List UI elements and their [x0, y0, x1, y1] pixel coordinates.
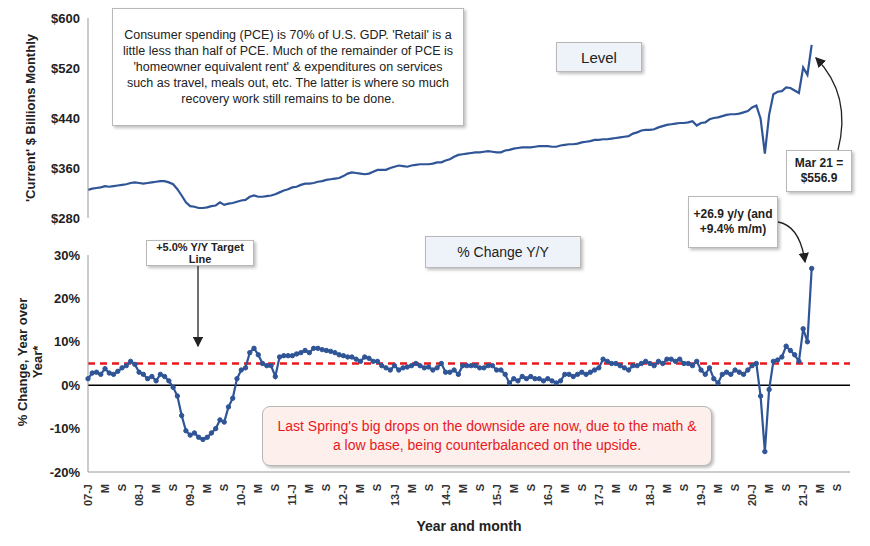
svg-text:M: M [99, 484, 111, 493]
svg-text:S: S [831, 484, 843, 491]
html-text:Consumer spending (PCE) is 70%: Consumer spending (PCE) is 70% of U.S. G… [123, 28, 453, 106]
svg-text:M: M [814, 484, 826, 493]
svg-text:16-J: 16-J [542, 484, 554, 506]
html-text:Last Spring's big drops on the: Last Spring's big drops on the downside … [277, 418, 697, 453]
svg-text:S: S [729, 484, 741, 491]
svg-text:07-J: 07-J [82, 484, 94, 506]
svg-text:M: M [303, 484, 315, 493]
svg-text:$440: $440 [51, 111, 80, 126]
svg-text:M: M [457, 484, 469, 493]
svg-text:M: M [508, 484, 520, 493]
svg-text:M: M [661, 484, 673, 493]
svg-text:M: M [252, 484, 264, 493]
svg-text:$360: $360 [51, 161, 80, 176]
svg-text:S: S [678, 484, 690, 491]
svg-text:S: S [423, 484, 435, 491]
svg-text:17-J: 17-J [593, 484, 605, 506]
svg-text:S: S [371, 484, 383, 491]
html-text:Mar 21 = $556.9: Mar 21 = $556.9 [794, 156, 844, 185]
svg-text:$520: $520 [51, 61, 80, 76]
svg-text:M: M [610, 484, 622, 493]
svg-text:$600: $600 [51, 11, 80, 26]
svg-text:S: S [116, 484, 128, 491]
svg-text:S: S [218, 484, 230, 491]
svg-text:M: M [354, 484, 366, 493]
svg-text:30%: 30% [54, 248, 80, 263]
svg-text:M: M [559, 484, 571, 493]
svg-text:20%: 20% [54, 291, 80, 306]
html-text:+5.0% Y/Y Target Line: +5.0% Y/Y Target Line [156, 241, 244, 265]
svg-text:18-J: 18-J [644, 484, 656, 506]
svg-text:S: S [167, 484, 179, 491]
html-text:+26.9 y/y (and +9.4% m/m): +26.9 y/y (and +9.4% m/m) [693, 207, 773, 236]
html-text:Year and month: Year and month [416, 518, 522, 534]
svg-text:10%: 10% [54, 334, 80, 349]
svg-text:S: S [525, 484, 537, 491]
html-text:% Change Y/Y: % Change Y/Y [457, 244, 549, 260]
svg-text:10-J: 10-J [235, 484, 247, 506]
svg-text:14-J: 14-J [440, 484, 452, 506]
svg-text:S: S [474, 484, 486, 491]
svg-text:S: S [780, 484, 792, 491]
svg-text:-10%: -10% [50, 421, 81, 436]
svg-text:21-J: 21-J [797, 484, 809, 506]
svg-text:S: S [576, 484, 588, 491]
svg-text:11-J: 11-J [286, 484, 298, 505]
svg-text:S: S [320, 484, 332, 491]
svg-text:-20%: -20% [50, 465, 81, 480]
svg-text:S: S [627, 484, 639, 491]
svg-text:$280: $280 [51, 211, 80, 226]
svg-text:M: M [201, 484, 213, 493]
svg-text:20-J: 20-J [746, 484, 758, 506]
svg-text:15-J: 15-J [491, 484, 503, 506]
svg-text:M: M [763, 484, 775, 493]
html-text:Level: Level [581, 48, 617, 66]
svg-text:M: M [712, 484, 724, 493]
html-text:% Change, Year over Year*: % Change, Year over Year* [15, 297, 45, 427]
html-text:'Current' $ Billions Monthly: 'Current' $ Billions Monthly [22, 34, 38, 202]
svg-text:12-J: 12-J [337, 484, 349, 506]
svg-text:19-J: 19-J [695, 484, 707, 506]
svg-text:M: M [150, 484, 162, 493]
svg-text:13-J: 13-J [389, 484, 401, 506]
svg-text:0%: 0% [61, 378, 80, 393]
svg-text:M: M [406, 484, 418, 493]
svg-text:S: S [269, 484, 281, 491]
svg-text:09-J: 09-J [184, 484, 196, 506]
svg-text:08-J: 08-J [133, 484, 145, 506]
